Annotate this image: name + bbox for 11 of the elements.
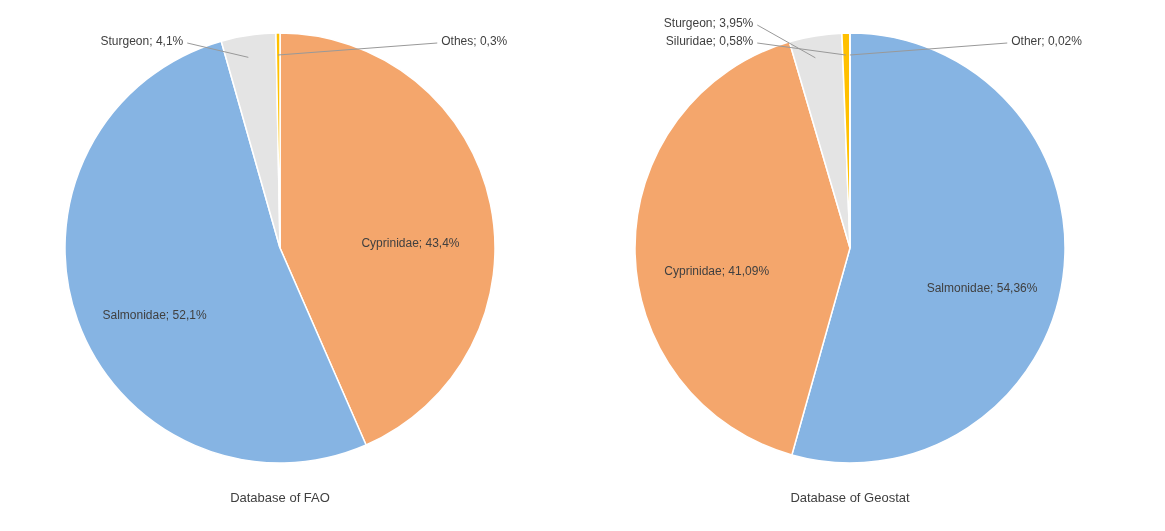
slice-label: Sturgeon; 3,95% xyxy=(663,16,754,30)
slice-label: Cyprinidae; 41,09% xyxy=(664,263,770,278)
slice-label: Othes; 0,3% xyxy=(441,34,508,48)
slice-label: Sturgeon; 4,1% xyxy=(100,34,184,48)
text: Database of Geostat xyxy=(790,490,910,505)
text: Database of FAO xyxy=(230,490,330,505)
slice-label: Salmonidae; 52,1% xyxy=(102,308,207,322)
slice-label: Cyprinidae; 43,4% xyxy=(361,235,460,250)
slice-label: Other; 0,02% xyxy=(1011,34,1083,48)
slice-label: Salmonidae; 54,36% xyxy=(926,281,1038,296)
slice-label: Siluridae; 0,58% xyxy=(665,34,754,48)
